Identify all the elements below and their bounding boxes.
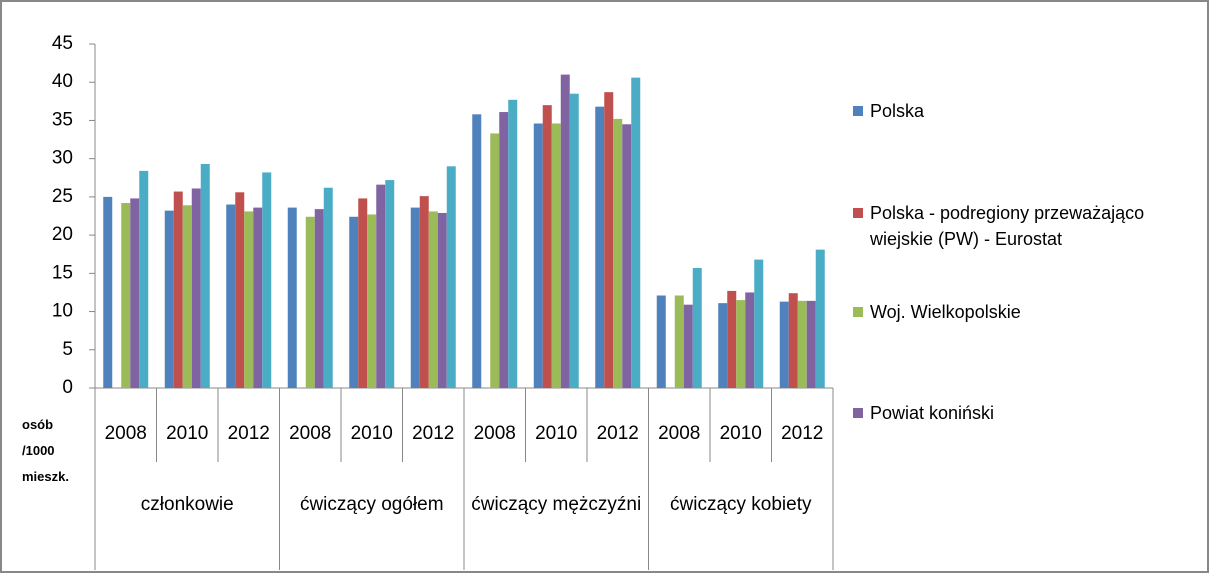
bar xyxy=(305,216,315,388)
y-tick-label: 10 xyxy=(52,301,73,322)
bar xyxy=(490,133,500,388)
y-tick-label: 25 xyxy=(52,186,73,207)
y-tick-label: 30 xyxy=(52,148,73,169)
x-tick-label: 2010 xyxy=(351,423,393,444)
bar xyxy=(754,259,764,388)
bar xyxy=(349,216,359,388)
bar xyxy=(226,204,236,388)
bar xyxy=(419,196,429,388)
bar xyxy=(139,170,149,388)
bar xyxy=(376,184,386,388)
bar xyxy=(797,300,807,388)
bar xyxy=(692,267,702,388)
y-tick-label: 45 xyxy=(52,33,73,54)
legend-swatch xyxy=(853,106,863,116)
legend-swatch xyxy=(853,208,863,218)
bar xyxy=(287,207,297,388)
y-tick-label: 20 xyxy=(52,224,73,245)
bar xyxy=(779,301,789,388)
group-label: ćwiczący mężczyźni xyxy=(471,494,642,515)
bar xyxy=(683,304,693,388)
bar xyxy=(262,172,272,388)
x-tick-label: 2008 xyxy=(289,423,331,444)
bar xyxy=(235,192,245,388)
bar xyxy=(253,207,263,388)
bar xyxy=(569,93,579,388)
x-tick-label: 2010 xyxy=(720,423,762,444)
y-tick-label: 35 xyxy=(52,109,73,130)
group-label: ćwiczący ogółem xyxy=(299,494,444,515)
bar xyxy=(314,209,324,388)
legend-label: Polska - podregiony przeważająco wiejski… xyxy=(870,203,1145,249)
bar xyxy=(613,118,623,388)
axis-label: osób /1000 mieszk. xyxy=(22,417,69,484)
bar xyxy=(244,211,254,388)
bar xyxy=(499,112,509,388)
bar xyxy=(121,203,131,388)
bar xyxy=(358,198,368,388)
bar xyxy=(508,99,518,388)
bar xyxy=(595,106,605,388)
bar xyxy=(551,123,561,388)
bar xyxy=(533,123,543,388)
legend-label: Polska xyxy=(870,101,925,121)
bar xyxy=(674,295,684,388)
bar xyxy=(200,164,210,388)
bar xyxy=(410,207,420,388)
legend-swatch xyxy=(853,408,863,418)
y-tick-label: 15 xyxy=(52,262,73,283)
bar xyxy=(164,210,174,388)
bar xyxy=(631,77,641,388)
x-tick-label: 2012 xyxy=(228,423,270,444)
bar xyxy=(622,124,632,389)
bar xyxy=(736,300,746,388)
x-tick-label: 2008 xyxy=(658,423,700,444)
legend-label: Woj. Wielkopolskie xyxy=(870,302,1021,322)
x-tick-label: 2012 xyxy=(781,423,823,444)
x-tick-label: 2008 xyxy=(105,423,147,444)
bar xyxy=(385,180,395,388)
group-label: członkowie xyxy=(140,494,234,515)
legend-label: Powiat koniński xyxy=(870,403,995,423)
bar xyxy=(745,292,755,388)
bar xyxy=(815,249,825,388)
bar xyxy=(367,214,377,388)
bar xyxy=(604,92,614,388)
y-tick-label: 0 xyxy=(62,377,73,398)
group-label: ćwiczący kobiety xyxy=(670,494,812,515)
x-tick-label: 2012 xyxy=(597,423,639,444)
bar xyxy=(542,105,552,389)
x-tick-label: 2010 xyxy=(166,423,208,444)
y-tick-label: 40 xyxy=(52,71,73,92)
bar xyxy=(718,303,728,388)
bar xyxy=(806,300,816,388)
x-tick-label: 2010 xyxy=(535,423,577,444)
bar xyxy=(446,166,456,388)
bar xyxy=(428,211,438,388)
bar xyxy=(182,205,192,388)
y-tick-label: 5 xyxy=(62,339,73,360)
bar xyxy=(173,191,183,388)
bar xyxy=(191,188,201,388)
x-tick-label: 2008 xyxy=(474,423,516,444)
bar xyxy=(727,290,737,388)
bar xyxy=(103,196,113,388)
bar xyxy=(437,212,447,388)
bar xyxy=(788,293,798,388)
bar xyxy=(656,295,666,388)
x-tick-label: 2012 xyxy=(412,423,454,444)
bar xyxy=(560,74,570,389)
bar xyxy=(130,198,140,388)
bar xyxy=(472,114,482,388)
bar xyxy=(323,187,333,388)
legend-swatch xyxy=(853,307,863,317)
